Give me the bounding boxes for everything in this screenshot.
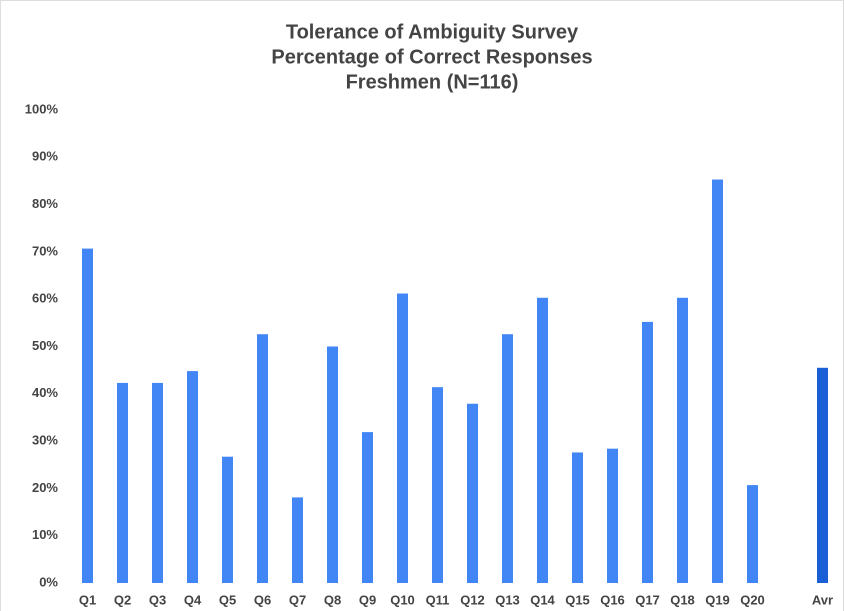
bar — [257, 334, 268, 583]
x-tick-label: Q15 — [565, 592, 590, 607]
chart-title: Tolerance of Ambiguity Survey — [286, 21, 579, 43]
x-tick-label: Q7 — [289, 592, 306, 607]
bar — [432, 387, 443, 583]
y-tick-label: 80% — [32, 196, 58, 211]
bar — [82, 248, 93, 584]
x-tick-label: Q2 — [114, 592, 131, 607]
x-tick-label: Q4 — [184, 592, 202, 607]
bar — [397, 293, 408, 583]
y-tick-label: 10% — [32, 527, 58, 542]
bar — [152, 382, 163, 583]
y-tick-label: 40% — [32, 385, 58, 400]
bar — [117, 382, 128, 583]
x-tick-label: Q6 — [254, 592, 271, 607]
x-tick-label: Q19 — [705, 592, 730, 607]
bar — [712, 179, 723, 583]
bar — [607, 448, 618, 583]
bar — [327, 346, 338, 583]
bar — [187, 371, 198, 583]
x-tick-label: Q13 — [495, 592, 520, 607]
x-tick-label: Q11 — [426, 592, 450, 607]
y-tick-label: 0% — [39, 574, 58, 589]
bar — [817, 367, 828, 583]
x-tick-label: Q1 — [79, 592, 96, 607]
x-tick-label: Q18 — [670, 592, 695, 607]
bar — [572, 452, 583, 583]
bar — [642, 321, 653, 583]
bar — [362, 432, 373, 583]
bar — [747, 485, 758, 583]
x-tick-label: Q14 — [530, 592, 555, 607]
bar — [537, 297, 548, 583]
x-tick-label: Q12 — [460, 592, 485, 607]
y-tick-label: 20% — [32, 480, 58, 495]
x-tick-label: Q20 — [740, 592, 765, 607]
chart-subtitle: Percentage of Correct Responses — [271, 46, 592, 68]
bar — [502, 334, 513, 583]
y-tick-label: 100% — [25, 101, 59, 116]
x-tick-label: Q17 — [635, 592, 660, 607]
y-tick-label: 90% — [32, 149, 58, 164]
y-tick-label: 60% — [32, 291, 58, 306]
y-tick-label: 70% — [32, 243, 58, 258]
x-tick-label: Q16 — [600, 592, 625, 607]
x-tick-label: Avr — [812, 592, 833, 607]
bar — [677, 297, 688, 583]
y-tick-label: 50% — [32, 338, 58, 353]
x-tick-label: Q10 — [390, 592, 415, 607]
bar — [222, 456, 233, 583]
bar — [292, 497, 303, 583]
y-tick-label: 30% — [32, 433, 58, 448]
bar — [467, 403, 478, 583]
x-tick-label: Q9 — [359, 592, 376, 607]
x-tick-label: Q3 — [149, 592, 166, 607]
x-tick-label: Q5 — [219, 592, 236, 607]
chart-subtitle: Freshmen (N=116) — [346, 71, 519, 93]
x-tick-label: Q8 — [324, 592, 341, 607]
